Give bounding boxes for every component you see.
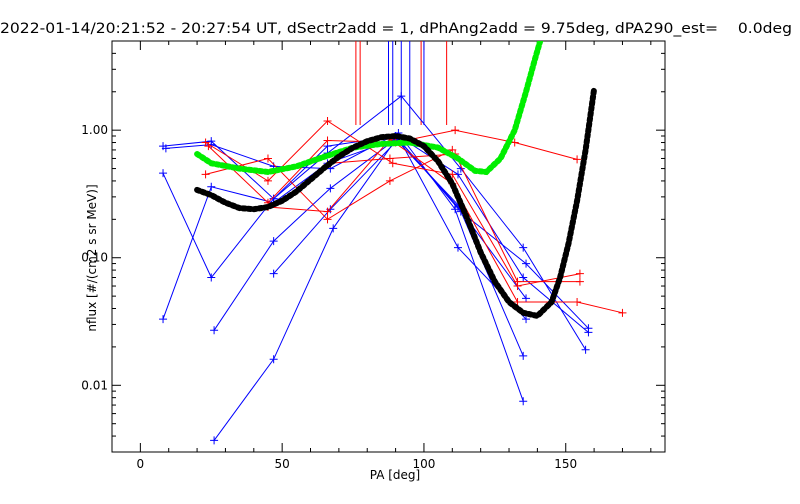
y-axis-label: nflux [#/(cm2 s sr MeV)] xyxy=(85,184,99,331)
series-line-blue-5 xyxy=(213,136,527,331)
y-tick-label: 1.00 xyxy=(81,123,108,137)
data-point-blue xyxy=(522,259,531,268)
data-point-blue xyxy=(453,243,462,252)
data-point-blue xyxy=(519,397,528,406)
data-point-blue xyxy=(519,273,528,282)
data-point-red xyxy=(618,308,627,317)
series-line-blue-6 xyxy=(213,135,589,441)
data-point-red xyxy=(385,154,394,163)
fit-curve-black xyxy=(194,86,598,320)
data-point-red xyxy=(385,176,394,185)
x-tick-label: 0 xyxy=(137,457,145,471)
x-tick-label: 150 xyxy=(554,457,577,471)
data-point-blue xyxy=(269,355,278,364)
data-point-red xyxy=(323,215,332,224)
data-point-blue xyxy=(326,184,335,193)
data-point-red xyxy=(323,207,332,216)
data-point-blue xyxy=(581,345,590,354)
data-point-red xyxy=(263,154,272,163)
data-point-blue xyxy=(207,182,216,191)
data-point-red xyxy=(513,297,522,306)
series-line-blue-2 xyxy=(162,95,587,350)
data-point-blue xyxy=(210,436,219,445)
plot-layer: 0 50 100 150 0.01 0.10 1.00 xyxy=(81,40,666,471)
data-point-red xyxy=(201,170,210,179)
data-point-red xyxy=(263,176,272,185)
data-point-red xyxy=(575,269,584,278)
x-tick-label: 50 xyxy=(275,457,290,471)
data-point-blue xyxy=(207,273,216,282)
data-point-blue xyxy=(159,169,168,178)
x-axis-label: PA [deg] xyxy=(370,468,420,482)
data-point-blue xyxy=(522,294,531,303)
data-point-blue xyxy=(269,237,278,246)
data-point-blue xyxy=(519,243,528,252)
data-point-red xyxy=(575,277,584,286)
data-point-blue xyxy=(519,351,528,360)
data-point-red xyxy=(204,142,213,151)
fit-curve-green xyxy=(194,41,544,176)
data-point-blue xyxy=(269,269,278,278)
data-point-red xyxy=(573,297,582,306)
data-point-red xyxy=(573,155,582,164)
chart-title: 2022-01-14/20:21:52 - 20:27:54 UT, dSect… xyxy=(0,21,792,37)
y-tick-label: 0.01 xyxy=(81,378,108,392)
data-point-blue xyxy=(210,326,219,335)
data-point-blue xyxy=(161,144,170,153)
data-point-blue xyxy=(522,315,531,324)
data-point-red xyxy=(510,138,519,147)
data-point-blue xyxy=(397,92,406,101)
data-point-blue xyxy=(584,328,593,337)
data-point-red xyxy=(388,159,397,168)
x-tick-label: 100 xyxy=(412,457,435,471)
y-tick-label: 0.10 xyxy=(81,251,108,265)
data-point-blue xyxy=(329,224,338,233)
data-point-red xyxy=(323,116,332,125)
data-point-red xyxy=(451,126,460,135)
data-point-red xyxy=(323,136,332,145)
data-point-blue xyxy=(159,315,168,324)
data-point-red xyxy=(513,277,522,286)
